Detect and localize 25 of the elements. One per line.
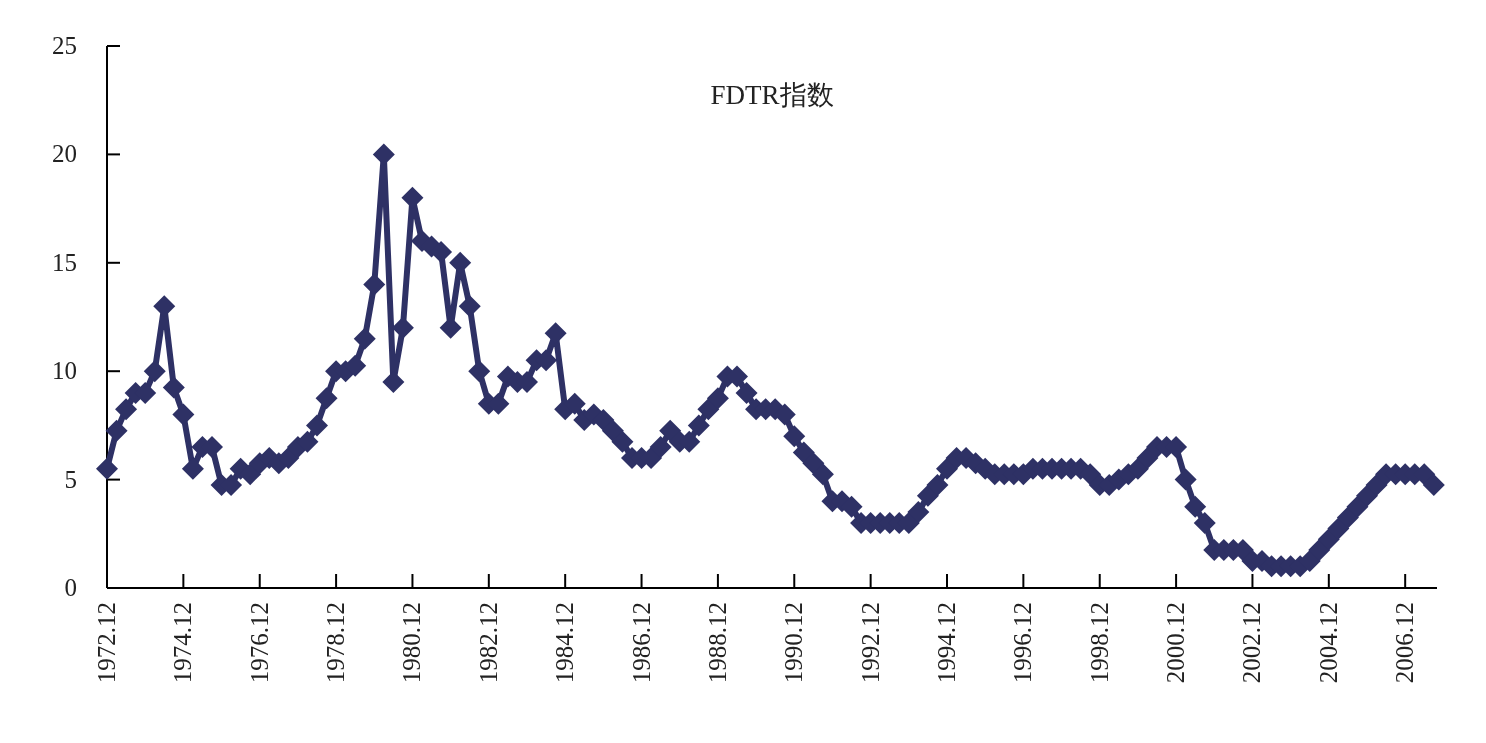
y-tick-label: 20 bbox=[52, 140, 77, 168]
y-tick-label: 25 bbox=[52, 32, 77, 59]
y-tick-label: 5 bbox=[64, 465, 77, 493]
title: FDTR指数 bbox=[710, 80, 834, 110]
y-tick-label: 15 bbox=[52, 248, 77, 276]
x-tick-label: 1980.12 bbox=[398, 602, 426, 684]
x-tick-label: 2002.12 bbox=[1238, 602, 1266, 684]
x-tick-label: 1998.12 bbox=[1085, 602, 1113, 684]
x-tick-label: 1996.12 bbox=[1009, 602, 1037, 684]
x-tick-label: 2004.12 bbox=[1314, 602, 1342, 684]
x-tick-label: 1990.12 bbox=[780, 602, 808, 684]
x-tick-label: 1974.12 bbox=[169, 602, 197, 684]
x-tick-label: 1994.12 bbox=[933, 602, 960, 684]
x-tick-label: 1986.12 bbox=[627, 602, 655, 684]
y-tick-label: 10 bbox=[52, 357, 77, 385]
x-tick-label: 1988.12 bbox=[703, 602, 731, 684]
x-tick-label: 1972.12 bbox=[93, 602, 120, 684]
x-tick-label: 1992.12 bbox=[856, 602, 884, 684]
x-tick-label: 1976.12 bbox=[245, 602, 273, 684]
x-tick-label: 2000.12 bbox=[1162, 602, 1190, 684]
x-tick-label: 1982.12 bbox=[474, 602, 502, 684]
x-tick-label: 1978.12 bbox=[322, 602, 350, 684]
y-tick-label: 0 bbox=[64, 574, 77, 601]
x-tick-label: 2006.12 bbox=[1391, 602, 1419, 684]
x-tick-label: 1984.12 bbox=[551, 602, 579, 684]
